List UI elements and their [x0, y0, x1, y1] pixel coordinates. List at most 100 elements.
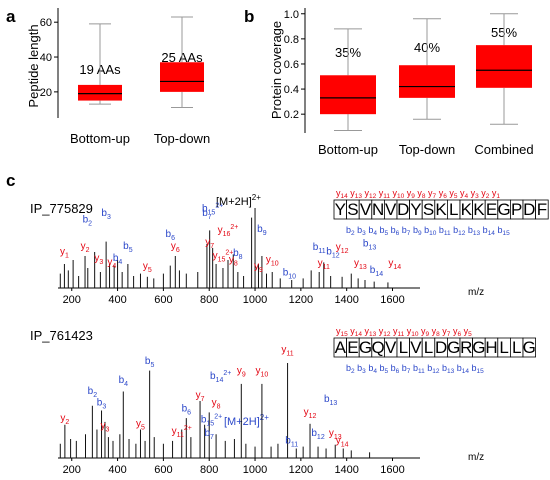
- y-tick-label: 0.2: [284, 109, 299, 121]
- ion-label-b14: b142+: [210, 370, 231, 384]
- x-tick-label: 1200: [289, 294, 313, 306]
- ion-label-y11: y112+: [172, 425, 192, 439]
- category-label-bottom-up: Bottom-up: [318, 142, 378, 157]
- ion-label-y1: y1: [60, 247, 69, 260]
- panel-label-b: b: [244, 7, 254, 26]
- residue: V: [385, 200, 397, 219]
- ion-label-b3: b3: [101, 208, 111, 221]
- ion-label-y10: y10: [256, 365, 269, 378]
- ion-label-b15: b152+: [202, 202, 223, 216]
- ion-label-y5: y5: [136, 419, 145, 432]
- ion-label-y14: y14: [336, 436, 349, 449]
- x-tick-label: 1600: [380, 464, 404, 476]
- ion-label-b4: b4: [113, 253, 123, 266]
- y-tick-label: 1.0: [284, 9, 299, 21]
- ion-label-y12: y12: [336, 242, 349, 255]
- ion-label-y12: y12: [304, 407, 317, 420]
- box-0: [78, 23, 122, 105]
- residue: G: [359, 338, 372, 357]
- y-fragment-ladder: y15 y14 y13 y12 y11 y10 y9 y8 y7 y6 y5: [336, 326, 472, 338]
- ion-label-y8: y8: [229, 255, 238, 268]
- boxplot-protein-coverage: Protein coverage 35% 40% 55% Bottom-up T…: [269, 8, 534, 157]
- box-iqr: [160, 62, 204, 92]
- ion-label-b13: b13: [324, 394, 337, 407]
- residue: L: [424, 338, 433, 357]
- ion-label-b7: b7: [202, 208, 212, 221]
- residue: L: [499, 338, 508, 357]
- ion-label-y11: y11: [281, 344, 293, 357]
- box-1: [399, 18, 455, 120]
- x-tick-label: 1400: [334, 464, 358, 476]
- residue: D: [523, 200, 535, 219]
- box-iqr: [320, 75, 376, 115]
- ion-label-b14: b14: [370, 265, 383, 278]
- b-fragment-ladder: b2 b3 b4 b5 b6 b7 b11 b12 b13 b14 b15: [346, 363, 484, 375]
- panel-label-a: a: [6, 7, 16, 26]
- residue: V: [410, 338, 422, 357]
- residue-box: [535, 199, 549, 220]
- category-label-top-down: Top-down: [399, 142, 455, 157]
- ion-label-y13: y13: [329, 428, 342, 441]
- y-tick-label: 60: [40, 17, 52, 29]
- residue: P: [511, 200, 522, 219]
- residue: G: [523, 338, 536, 357]
- ion-label-b12: b12: [326, 247, 339, 260]
- ion-label-b11: b11: [313, 242, 326, 255]
- box-0: [320, 28, 376, 131]
- ion-label-b6: b6: [182, 403, 192, 416]
- x-tick-label: 800: [200, 464, 218, 476]
- x-tick-label: 1000: [243, 294, 267, 306]
- ion-label-y7: y7: [196, 390, 205, 403]
- b-fragment-ladder: b2 b3 b4 b5 b6 b7 b9 b10 b11 b12 b13 b14…: [346, 225, 510, 237]
- ion-label-b2: b2: [83, 215, 93, 228]
- ion-label-y3: y3: [94, 253, 103, 266]
- residue: E: [486, 200, 497, 219]
- ion-label-b4: b4: [119, 375, 129, 388]
- ion-label-y9: y9: [254, 261, 263, 274]
- y-axis-label: Protein coverage: [269, 21, 284, 119]
- ion-label-b12: b12: [311, 428, 324, 441]
- ion-label-y7: y7: [205, 237, 214, 250]
- residue: E: [347, 338, 358, 357]
- ion-label-y11: y11: [318, 258, 330, 271]
- ion-label-y6: y6: [171, 241, 180, 254]
- ion-label-y2: y2: [60, 413, 69, 426]
- spectrum-ip-761423: IP_761423 m/z [M+2H]2+ 200 400 600 800 1000 1…: [30, 326, 537, 476]
- ion-label-b11: b11: [285, 436, 298, 449]
- residue-box: [522, 337, 537, 358]
- ion-label-y8: y8: [212, 398, 221, 411]
- ion-label-b2: b2: [88, 386, 98, 399]
- box-iqr: [399, 65, 455, 98]
- residue: G: [472, 338, 485, 357]
- box-iqr: [476, 45, 532, 88]
- ion-label-y16: y162+: [218, 224, 239, 238]
- spectrum-name: IP_775829: [30, 201, 93, 216]
- x-tick-label: 400: [108, 294, 126, 306]
- x-tick-label: 200: [63, 464, 81, 476]
- residue: D: [397, 200, 409, 219]
- residue: K: [435, 200, 447, 219]
- panel-label-c: c: [6, 171, 15, 190]
- residue: K: [473, 200, 485, 219]
- box-iqr: [78, 84, 122, 101]
- residue: G: [497, 200, 510, 219]
- ion-label-b5: b5: [123, 241, 133, 254]
- precursor-label: [M+2H]2+: [224, 413, 269, 428]
- residue: G: [447, 338, 460, 357]
- residue: Y: [410, 200, 421, 219]
- ion-label-b7: b7: [204, 428, 214, 441]
- x-tick-label: 200: [63, 294, 81, 306]
- x-tick-label: 1200: [289, 464, 313, 476]
- y-tick-label: 20: [40, 87, 52, 99]
- ion-label-b15: b152+: [201, 414, 222, 428]
- ion-label-y3: y3: [101, 420, 110, 433]
- residue: V: [360, 200, 372, 219]
- y-tick-label: 0.8: [284, 34, 299, 46]
- spectrum-ip-775829: IP_775829 m/z [M+2H]2+ 200 400 600 800 1000 1…: [30, 188, 549, 306]
- category-label-bottom-up: Bottom-up: [70, 131, 130, 146]
- residue: A: [335, 338, 347, 357]
- boxplot-peptide-length: Peptide length 19 AAs 25 AAs Bottom-up T…: [26, 8, 210, 146]
- residue: R: [460, 338, 472, 357]
- y-axis-label: Peptide length: [26, 24, 41, 107]
